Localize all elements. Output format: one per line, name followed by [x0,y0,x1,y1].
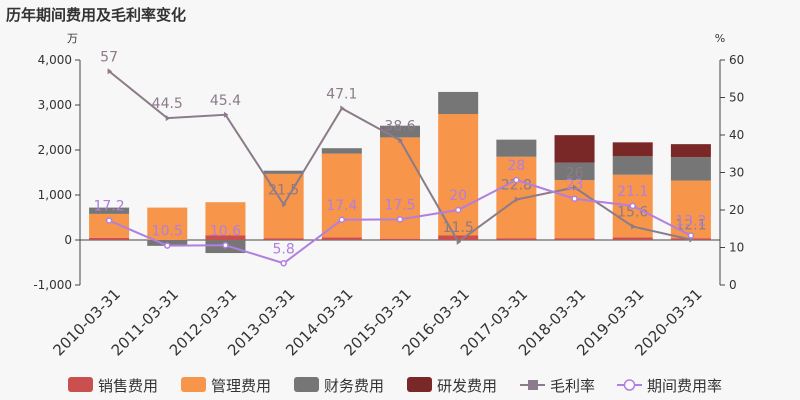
line-point [338,216,346,223]
bar-segment [612,156,653,175]
right-tick-label: 30 [729,166,744,180]
line-point [164,242,171,249]
bar-segment [205,235,246,240]
legend-swatch [407,377,432,392]
line-point [280,260,287,267]
bar-segment [147,207,188,240]
bar-segment [321,153,362,238]
bar-segment [496,139,537,157]
bar-segment [438,235,479,240]
bar-segment [670,144,711,158]
data-label: 26 [566,166,584,182]
left-tick-label: 0 [64,233,72,247]
line-point [456,238,462,245]
line-point [573,184,578,191]
legend-label: 研发费用 [437,377,497,395]
line-point [340,105,345,112]
right-tick-label: 0 [729,278,737,292]
right-tick-label: 10 [729,241,744,255]
line-point [514,196,520,203]
data-label: 5.8 [273,241,295,257]
bar-segment [205,202,246,236]
data-label: 47.1 [326,86,357,102]
data-label: 12.1 [675,218,706,234]
left-tick-label: -1,000 [33,278,72,292]
legend-label: 期间费用率 [647,377,722,395]
bar-segment [263,238,304,240]
line-point [513,176,520,184]
chart-title: 历年期间费用及毛利率变化 [6,6,187,24]
left-tick-label: 1,000 [38,188,72,202]
bar-segment [496,238,537,240]
line-point [454,206,462,214]
legend-swatch [294,377,319,392]
legend-label: 财务费用 [324,377,384,395]
left-tick-label: 2,000 [38,143,72,157]
bar-segment [380,137,420,239]
data-label: 23 [566,177,584,193]
line-point [165,115,171,122]
legend-label: 毛利率 [550,377,595,395]
bar-segment [438,114,479,236]
bar-segment [612,237,653,240]
data-label: 17.2 [94,199,125,215]
line-point [396,216,404,223]
bar-segment [321,148,362,154]
data-label: 13.2 [675,214,706,230]
right-tick-label: 60 [729,53,744,67]
legend-label: 销售费用 [98,377,158,395]
legend-label: 管理费用 [211,377,271,395]
left-tick-label: 3,000 [38,98,72,112]
bar-segment [321,237,362,240]
right-tick-label: 20 [729,203,744,217]
line-point [631,223,636,230]
bar-segment [89,237,130,240]
right-axis-unit: % [715,32,725,45]
line-point [398,137,403,144]
bar-segment [554,135,595,163]
data-label: 10.5 [152,224,183,240]
data-label: 45.4 [210,93,241,109]
right-tick-label: 50 [729,91,744,105]
line-point [687,232,695,239]
line-point [107,68,113,75]
line-point [571,195,578,202]
bar-segment [263,170,304,174]
bar-segment [89,207,130,214]
bar-segment [554,238,595,240]
data-label: 15.6 [617,205,648,221]
bar-segment [612,142,653,157]
legend-marker [528,380,538,390]
line-point [105,217,113,224]
data-label: 57 [100,49,118,65]
data-label: 10.6 [210,223,241,239]
line-point [282,201,287,208]
bar-segment [554,162,595,181]
legend-swatch [68,377,93,392]
right-tick-label: 40 [729,128,744,142]
data-label: 17.4 [326,198,357,214]
data-label: 28 [507,158,525,174]
data-label: 17.5 [384,197,415,213]
left-axis-unit: 万 [67,32,78,45]
bar-segment [670,157,711,181]
data-label: 20 [449,188,467,204]
bar-segment [380,238,420,240]
data-label: 44.5 [152,96,183,112]
data-label: 21.5 [268,182,299,198]
line-point [629,202,636,210]
bar-segment [380,125,420,138]
data-label: 11.5 [443,220,474,236]
bar-segment [89,213,130,238]
data-label: 38.6 [384,118,415,134]
data-label: 21.1 [617,184,648,200]
bar-segment [438,91,479,114]
line-point [222,242,229,249]
legend-swatch [181,377,206,392]
legend-marker [623,379,636,391]
line-point [223,111,229,118]
left-tick-label: 4,000 [38,53,72,67]
